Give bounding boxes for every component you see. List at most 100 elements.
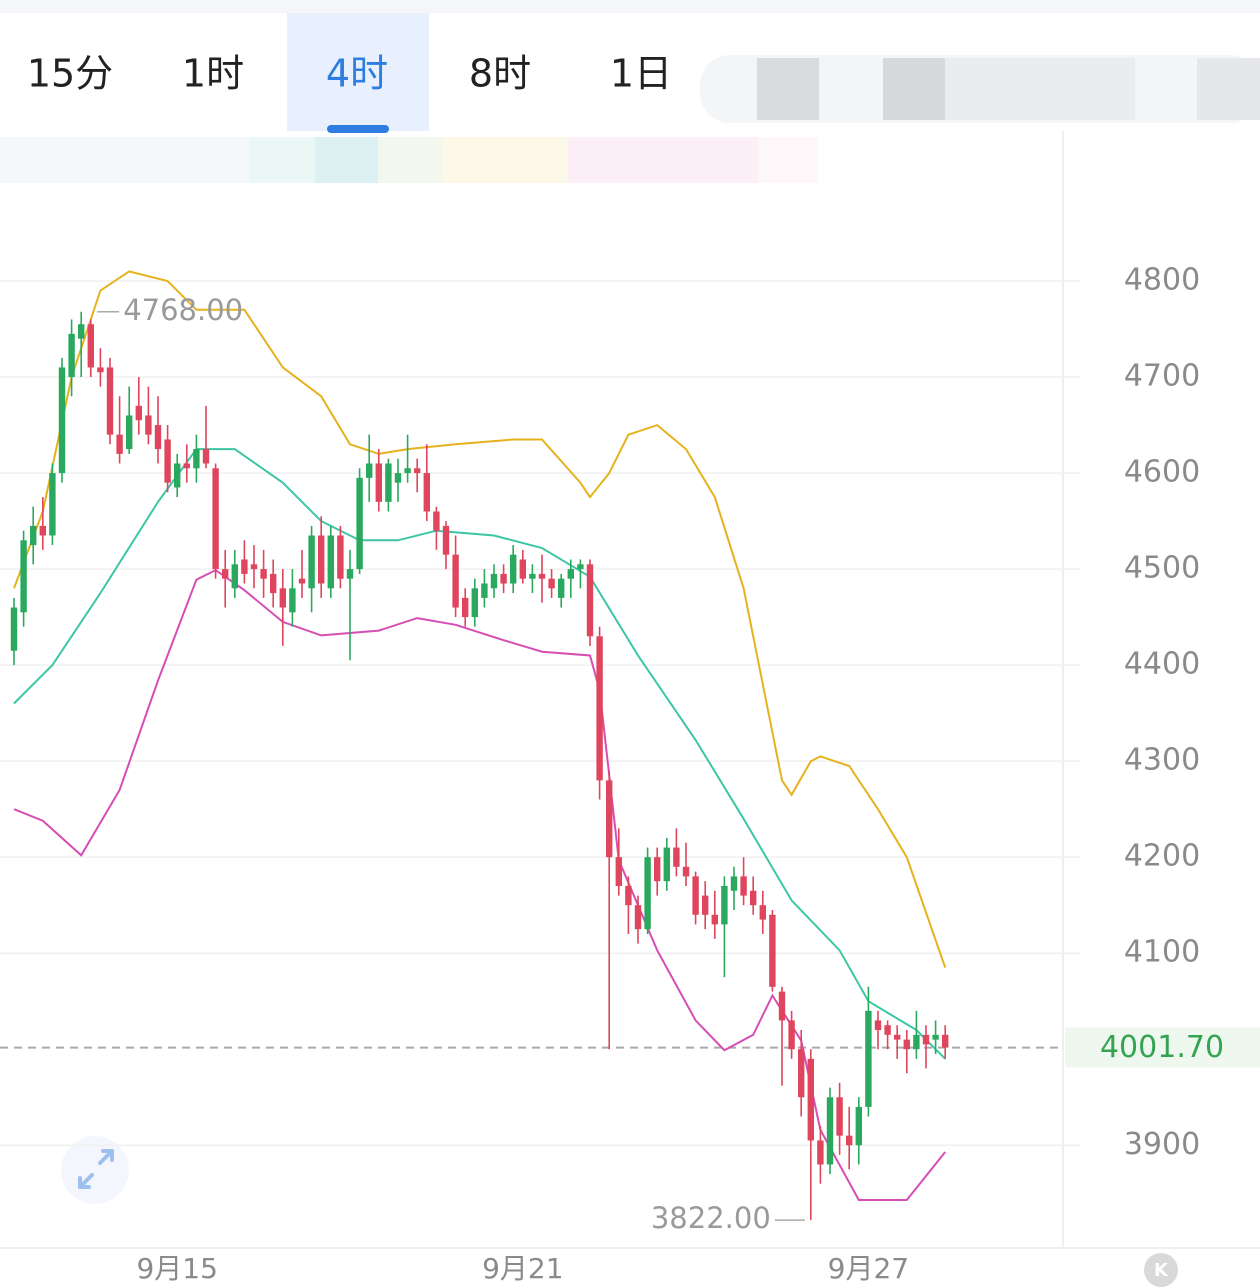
candle-body (39, 525, 46, 536)
y-tick-label: 4100 (1124, 935, 1200, 970)
last-price-label: 4001.70 (1100, 1030, 1224, 1065)
blur (757, 58, 819, 120)
candle-body (318, 535, 325, 584)
candle-body (855, 1106, 862, 1146)
logo-text: K (1154, 1260, 1169, 1281)
y-tick-label: 4200 (1124, 839, 1200, 874)
candle-body (769, 914, 776, 987)
candle-body (519, 559, 526, 579)
y-tick-label: 4300 (1124, 743, 1200, 778)
y-tick-label: 4600 (1124, 455, 1200, 490)
candle-body (884, 1025, 891, 1035)
blur (1197, 58, 1260, 120)
candle-body (481, 583, 488, 598)
candle-body (490, 573, 498, 589)
candle-body (20, 540, 27, 613)
expand-button[interactable] (61, 1136, 129, 1204)
candle-body (759, 905, 766, 920)
candle-body (471, 588, 478, 618)
x-tick-label: 9月27 (828, 1252, 909, 1285)
candle-body (682, 866, 690, 877)
tab-label[interactable]: 1时 (182, 52, 244, 96)
blur (315, 137, 378, 183)
candle-body (567, 569, 574, 579)
candle-body (663, 847, 670, 882)
candle-body (826, 1097, 834, 1165)
candle-body (538, 573, 546, 579)
band-line (13, 448, 946, 1060)
candle-body (106, 367, 114, 435)
candle-body (385, 463, 392, 502)
tabs: 15分 1时 4时 8时 1日 (27, 13, 672, 133)
candle-body (260, 569, 267, 579)
min-marker-label: 3822.00 (651, 1201, 771, 1235)
candle-body (337, 535, 344, 579)
candle-body (548, 578, 555, 589)
blurred-tabs (700, 55, 1260, 123)
candle-body (721, 885, 728, 925)
x-tick-label: 9月15 (136, 1252, 217, 1285)
candle-body (942, 1034, 949, 1048)
candle-body (462, 597, 469, 618)
candle-body (308, 535, 315, 589)
candle-body (174, 463, 181, 488)
tab-label[interactable]: 4时 (326, 52, 388, 96)
blur (883, 58, 945, 120)
expand-icon (78, 1149, 114, 1189)
candle-body (529, 573, 536, 579)
candle-body (135, 405, 142, 421)
candle-body (231, 564, 238, 589)
candle-body (798, 1049, 805, 1098)
candle-body (817, 1140, 824, 1165)
candle-body (202, 449, 210, 464)
candle-body (644, 857, 651, 930)
candle-body (289, 588, 296, 613)
tab-label[interactable]: 1日 (610, 52, 672, 96)
candle-body (433, 511, 440, 531)
candle-body (212, 468, 219, 570)
candle-body (692, 876, 699, 915)
blur (568, 137, 758, 183)
candle-body (903, 1039, 910, 1050)
candle-body (913, 1034, 920, 1050)
candle-body (270, 573, 277, 594)
candle-body (30, 525, 37, 546)
y-tick-label: 4800 (1124, 263, 1200, 298)
candle-body (164, 439, 171, 483)
candle-body (586, 564, 594, 637)
candle-body (442, 525, 450, 555)
candle-body (865, 1010, 872, 1107)
y-tick-label: 4700 (1124, 359, 1200, 394)
candle-body (366, 463, 373, 478)
candle-body (116, 434, 123, 454)
candle-body (183, 463, 190, 469)
top-strip (0, 0, 1260, 13)
band-line (13, 568, 946, 1201)
candle-body (836, 1097, 843, 1136)
candle-body (222, 569, 229, 579)
candle-body (606, 780, 613, 858)
blur (758, 137, 818, 183)
candle-body (87, 324, 94, 368)
candle-body (673, 847, 680, 867)
tab-label[interactable]: 15分 (27, 52, 113, 96)
candle-body (68, 333, 75, 378)
candle-body (58, 367, 66, 474)
y-tick-label: 3900 (1124, 1127, 1200, 1162)
candle-body (596, 636, 603, 781)
last-price-box (1065, 1027, 1260, 1068)
candle-body (702, 895, 709, 915)
x-tick-label: 9月21 (482, 1252, 563, 1285)
active-tab-bg (287, 13, 429, 131)
candle-body (193, 449, 200, 469)
candle-body (577, 564, 584, 570)
candle-body (894, 1034, 901, 1040)
candle-body (558, 578, 565, 598)
candle-body (730, 876, 738, 891)
candle-body (922, 1034, 930, 1045)
candle-body (807, 1058, 814, 1141)
candle-body (346, 569, 354, 579)
tab-label[interactable]: 8时 (469, 52, 531, 96)
candle-body (250, 564, 258, 570)
